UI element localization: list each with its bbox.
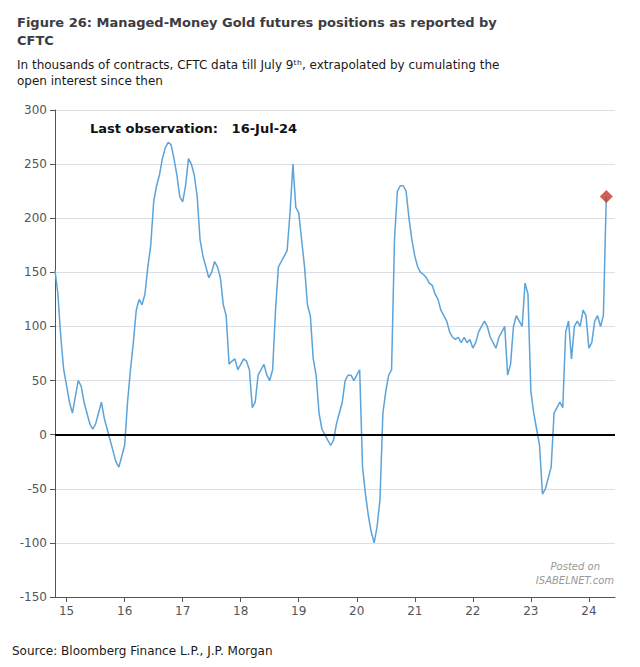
svg-text:200: 200: [24, 211, 47, 225]
svg-text:22: 22: [465, 604, 480, 618]
svg-text:24: 24: [581, 604, 596, 618]
svg-text:100: 100: [24, 319, 47, 333]
svg-text:16: 16: [117, 604, 132, 618]
svg-text:Last observation: 16-Jul-24: Last observation: 16-Jul-24: [90, 121, 297, 136]
svg-text:20: 20: [349, 604, 364, 618]
svg-text:150: 150: [24, 265, 47, 279]
svg-text:In thousands of contracts, CFT: In thousands of contracts, CFTC data til…: [17, 58, 499, 72]
svg-text:-50: -50: [27, 482, 47, 496]
svg-text:Source: Bloomberg Finance L.P.: Source: Bloomberg Finance L.P., J.P. Mor…: [12, 644, 273, 658]
svg-text:50: 50: [32, 374, 47, 388]
svg-text:-100: -100: [20, 536, 47, 550]
svg-text:ISABELNET.com: ISABELNET.com: [536, 575, 614, 586]
svg-text:CFTC: CFTC: [17, 33, 54, 48]
svg-text:19: 19: [291, 604, 306, 618]
svg-text:300: 300: [24, 103, 47, 117]
svg-text:open interest since then: open interest since then: [17, 74, 163, 88]
svg-text:21: 21: [407, 604, 422, 618]
svg-text:23: 23: [523, 604, 538, 618]
svg-text:250: 250: [24, 157, 47, 171]
svg-text:15: 15: [59, 604, 74, 618]
svg-text:Figure 26: Managed-Money Gold: Figure 26: Managed-Money Gold futures po…: [17, 15, 497, 30]
svg-text:Posted on: Posted on: [551, 561, 600, 572]
svg-text:17: 17: [175, 604, 190, 618]
svg-text:18: 18: [233, 604, 248, 618]
svg-text:0: 0: [39, 428, 47, 442]
svg-text:-150: -150: [20, 590, 47, 604]
